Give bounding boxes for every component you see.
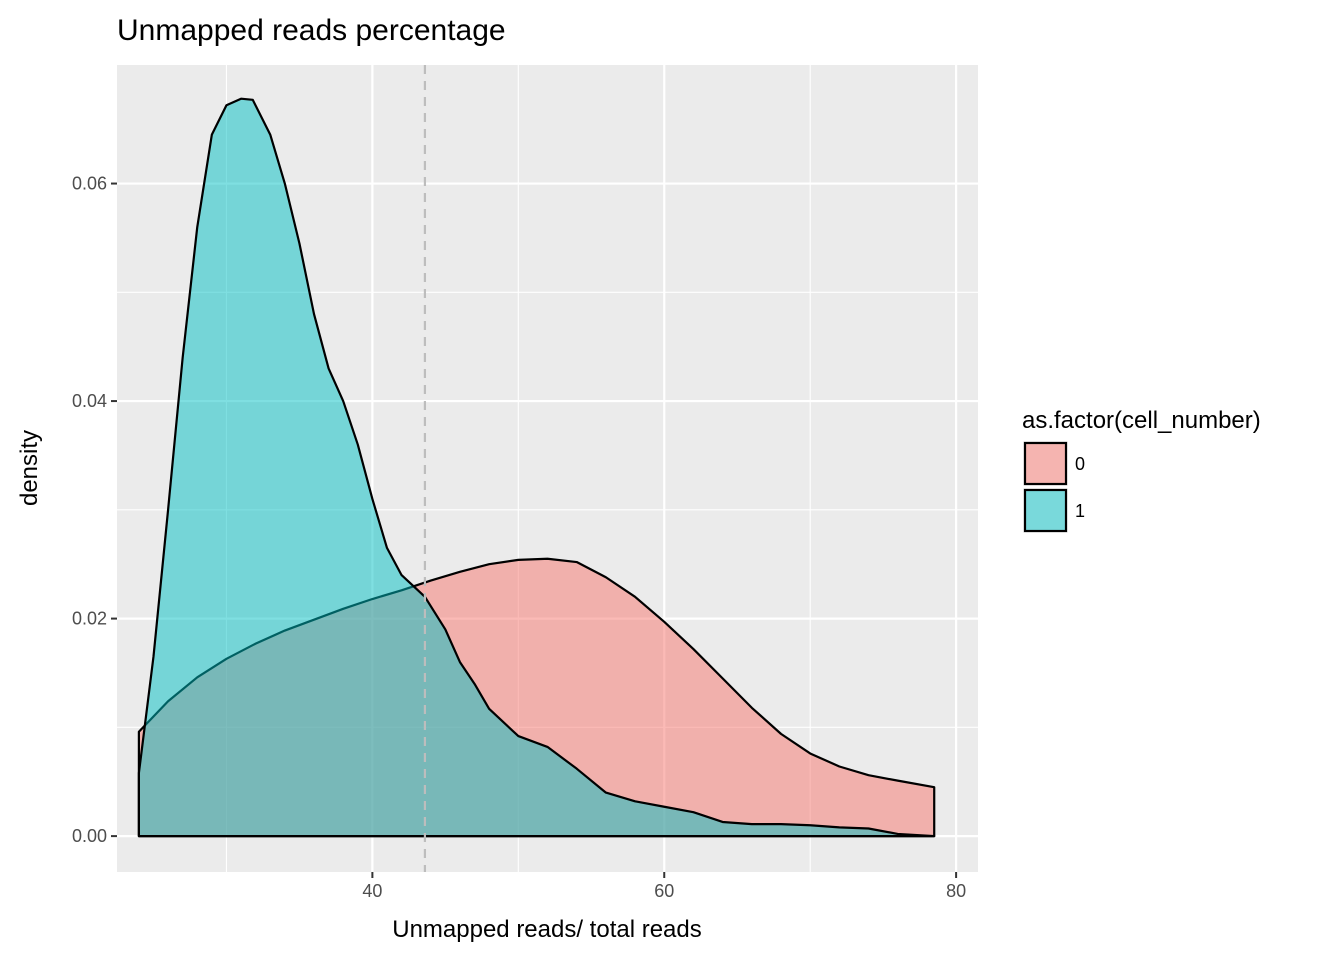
chart-title: Unmapped reads percentage xyxy=(117,14,506,47)
x-tick-label: 60 xyxy=(654,881,674,901)
density-areas xyxy=(137,97,936,838)
x-axis-title: Unmapped reads/ total reads xyxy=(392,916,702,943)
y-tick-label: 0.04 xyxy=(72,391,107,411)
legend-label-1: 1 xyxy=(1075,501,1085,521)
y-tick-label: 0.06 xyxy=(72,174,107,194)
y-axis: 0.00 0.02 0.04 0.06 xyxy=(72,174,117,846)
legend-swatch-1 xyxy=(1023,488,1068,533)
legend-label-0: 0 xyxy=(1075,454,1085,474)
y-tick-label: 0.00 xyxy=(72,826,107,846)
legend: as.factor(cell_number) 01 xyxy=(1022,407,1261,533)
y-axis-title: density xyxy=(16,430,43,506)
legend-swatch-0 xyxy=(1023,441,1068,486)
legend-title: as.factor(cell_number) xyxy=(1022,407,1261,434)
x-tick-label: 80 xyxy=(946,881,966,901)
x-tick-label: 40 xyxy=(362,881,382,901)
x-axis: 40 60 80 xyxy=(362,872,966,901)
legend-items: 01 xyxy=(1023,441,1085,533)
y-tick-label: 0.02 xyxy=(72,609,107,629)
